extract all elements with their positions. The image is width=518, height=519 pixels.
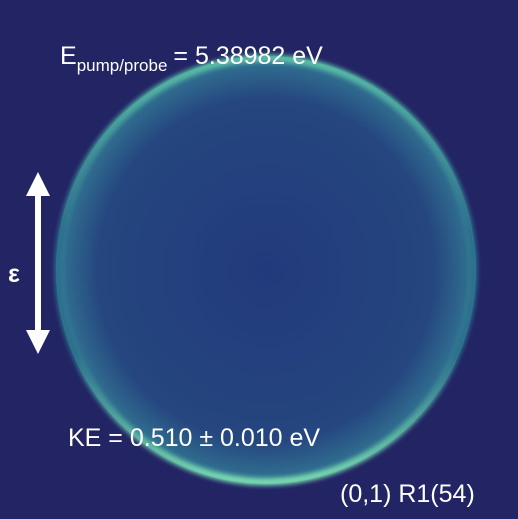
kinetic-energy-label: KE = 0.510 ± 0.010 eV (68, 424, 320, 452)
image: Epump/probe= 5.38982 eV ε KE = 0.510 ± 0… (0, 0, 518, 519)
polarization-label: ε (8, 260, 20, 288)
transition-label: (0,1) R1(54) (340, 480, 475, 508)
